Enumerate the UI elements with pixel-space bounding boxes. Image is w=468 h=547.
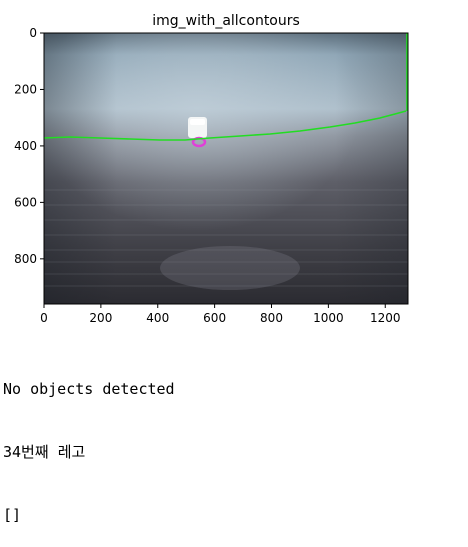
plot-frame: [43, 32, 409, 305]
x-tick-label: 1200: [370, 311, 401, 325]
y-tick-label: 600: [14, 195, 37, 209]
lego-brick: [188, 117, 207, 138]
contour-figure: img_with_allcontours 0 200 400 600 800 1000 12…: [14, 13, 409, 325]
y-tick-label: 0: [29, 26, 37, 40]
figure-title: img_with_allcontours: [152, 13, 300, 29]
x-tick-label: 800: [260, 311, 283, 325]
x-tick-label: 0: [40, 311, 48, 325]
brick-contour-marker: [191, 136, 207, 148]
x-tick-label: 1000: [313, 311, 344, 325]
output-line-status: No objects detected: [3, 380, 175, 398]
horizon-contour-line: [43, 110, 407, 141]
output-line-list: []: [3, 506, 22, 524]
y-tick-label: 800: [14, 252, 37, 266]
x-axis: 0 200 400 600 800 1000 1200: [40, 304, 401, 325]
output-line-label: 34번째 레고: [3, 443, 86, 461]
console-output: No objects detected 34번째 레고 []: [3, 337, 175, 547]
x-tick-label: 200: [89, 311, 112, 325]
y-tick-label: 200: [14, 82, 37, 96]
y-axis: 0 200 400 600 800: [14, 26, 44, 266]
x-tick-label: 400: [146, 311, 169, 325]
x-tick-label: 600: [203, 311, 226, 325]
y-tick-label: 400: [14, 139, 37, 153]
photo-image: [44, 33, 408, 304]
